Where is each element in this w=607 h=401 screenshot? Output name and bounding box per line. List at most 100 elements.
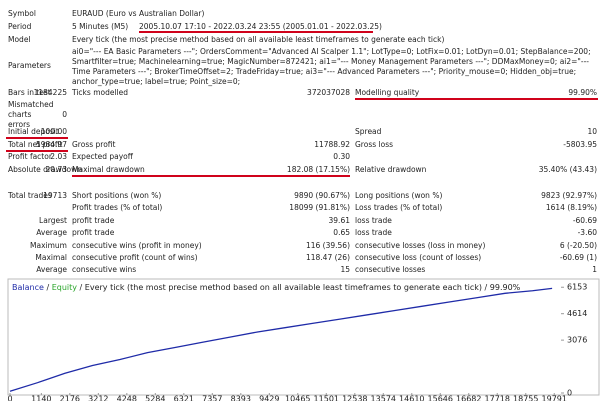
label: Gross profit bbox=[72, 140, 116, 149]
value: 1184225 bbox=[33, 88, 67, 97]
label: consecutive wins (profit in money) bbox=[72, 241, 202, 250]
label: consecutive losses bbox=[355, 265, 426, 274]
label: consecutive wins bbox=[72, 265, 137, 274]
label: consecutive loss (count of losses) bbox=[355, 253, 482, 262]
x-tick-label: 11501 bbox=[314, 395, 339, 401]
x-tick-label: 0 bbox=[7, 395, 12, 401]
y-tick-label: 6153 bbox=[567, 283, 587, 292]
value: -3.60 bbox=[577, 228, 597, 237]
label: Modelling quality bbox=[355, 88, 420, 97]
label: Maximum bbox=[30, 241, 67, 250]
value: -60.69 (1) bbox=[559, 253, 597, 262]
label: consecutive losses (loss in money) bbox=[355, 241, 486, 250]
value: ai0="--- EA Basic Parameters ---"; Order… bbox=[72, 47, 591, 86]
label: Relative drawdown bbox=[355, 165, 427, 174]
label: Total net profit bbox=[8, 140, 63, 149]
value: 9890 (90.67%) bbox=[294, 191, 350, 200]
value: 0 bbox=[62, 110, 67, 119]
value: 6 (-20.50) bbox=[559, 241, 597, 250]
value: 11788.92 bbox=[314, 140, 350, 149]
label: Maximal bbox=[35, 253, 67, 262]
value: 19713 bbox=[43, 191, 67, 200]
value: 1 bbox=[592, 265, 597, 274]
value: 20.73 bbox=[45, 165, 67, 174]
legend-text: / bbox=[46, 283, 49, 292]
x-tick-label: 3212 bbox=[88, 395, 108, 401]
highlight bbox=[139, 31, 373, 33]
value: 99.90% bbox=[568, 88, 597, 97]
y-tick-label: 3076 bbox=[567, 336, 587, 345]
label: Average bbox=[36, 228, 67, 237]
legend-text: Every tick (the most precise method base… bbox=[85, 283, 521, 292]
x-tick-label: 8393 bbox=[231, 395, 251, 401]
label: loss trade bbox=[355, 216, 392, 225]
label: Profit factor bbox=[8, 152, 52, 161]
y-tick-label: 0 bbox=[567, 389, 572, 398]
value: 118.47 (26) bbox=[305, 253, 350, 262]
value: 182.08 (17.15%) bbox=[286, 165, 350, 174]
label: Expected payoff bbox=[72, 152, 133, 161]
value: 10 bbox=[587, 127, 597, 136]
x-tick-label: 15646 bbox=[428, 395, 453, 401]
value: -5803.95 bbox=[563, 140, 597, 149]
value: 5 Minutes (M5) bbox=[72, 22, 129, 31]
value: Every tick (the most precise method base… bbox=[72, 35, 445, 44]
label: Period bbox=[8, 22, 32, 31]
highlight bbox=[355, 98, 598, 100]
x-tick-label: 1140 bbox=[31, 395, 51, 401]
highlight bbox=[6, 137, 68, 139]
value: 100.00 bbox=[40, 127, 67, 136]
legend-text: Balance bbox=[12, 283, 44, 292]
value: 5984.97 bbox=[35, 140, 67, 149]
chart-legend: Balance / Equity / Every tick (the most … bbox=[12, 283, 521, 292]
value: 372037028 bbox=[307, 88, 350, 97]
label: Profit trades (% of total) bbox=[72, 203, 163, 212]
label: Bars in test bbox=[8, 88, 51, 97]
label: Gross loss bbox=[355, 140, 394, 149]
balance-line bbox=[9, 287, 553, 392]
value: 9823 (92.97%) bbox=[541, 191, 597, 200]
label: consecutive profit (count of wins) bbox=[72, 253, 198, 262]
value: 18099 (91.81%) bbox=[289, 203, 350, 212]
label: Loss trades (% of total) bbox=[355, 203, 443, 212]
x-tick-label: 10465 bbox=[285, 395, 310, 401]
x-tick-label: 16682 bbox=[456, 395, 481, 401]
x-tick-label: 5284 bbox=[145, 395, 165, 401]
x-tick-label: 12538 bbox=[342, 395, 367, 401]
value: EURAUD (Euro vs Australian Dollar) bbox=[72, 9, 205, 18]
label: Model bbox=[8, 35, 31, 44]
value: 0.65 bbox=[333, 228, 350, 237]
x-tick-label: 14610 bbox=[399, 395, 424, 401]
label: profit trade bbox=[72, 216, 115, 225]
x-tick-label: 18755 bbox=[513, 395, 538, 401]
label: Initial deposit bbox=[8, 127, 59, 136]
label: Symbol bbox=[8, 9, 36, 18]
label: Total trades bbox=[8, 191, 52, 200]
value: 1614 (8.19%) bbox=[545, 203, 597, 212]
label: Average bbox=[36, 265, 67, 274]
label: Largest bbox=[39, 216, 67, 225]
x-tick-label: 17718 bbox=[485, 395, 510, 401]
x-tick-label: 13574 bbox=[371, 395, 396, 401]
x-tick-label: 19791 bbox=[542, 395, 567, 401]
legend-text: Equity bbox=[52, 283, 78, 292]
value: 35.40% (43.43) bbox=[538, 165, 597, 174]
label: Spread bbox=[355, 127, 382, 136]
x-tick-label: 7357 bbox=[202, 395, 222, 401]
label: profit trade bbox=[72, 228, 115, 237]
x-tick-label: 9429 bbox=[259, 395, 279, 401]
label: Maximal drawdown bbox=[72, 165, 145, 174]
value: 15 bbox=[340, 265, 350, 274]
label: Mismatched charts errors bbox=[8, 100, 54, 129]
y-tick-label: 4614 bbox=[567, 309, 587, 318]
label: Absolute drawdown bbox=[8, 165, 82, 174]
x-tick-label: 6321 bbox=[174, 395, 194, 401]
label: Ticks modelled bbox=[72, 88, 129, 97]
value: 39.61 bbox=[328, 216, 350, 225]
label: Long positions (won %) bbox=[355, 191, 443, 200]
label: Short positions (won %) bbox=[72, 191, 162, 200]
value: 116 (39.56) bbox=[305, 241, 350, 250]
value: 0.30 bbox=[333, 152, 350, 161]
